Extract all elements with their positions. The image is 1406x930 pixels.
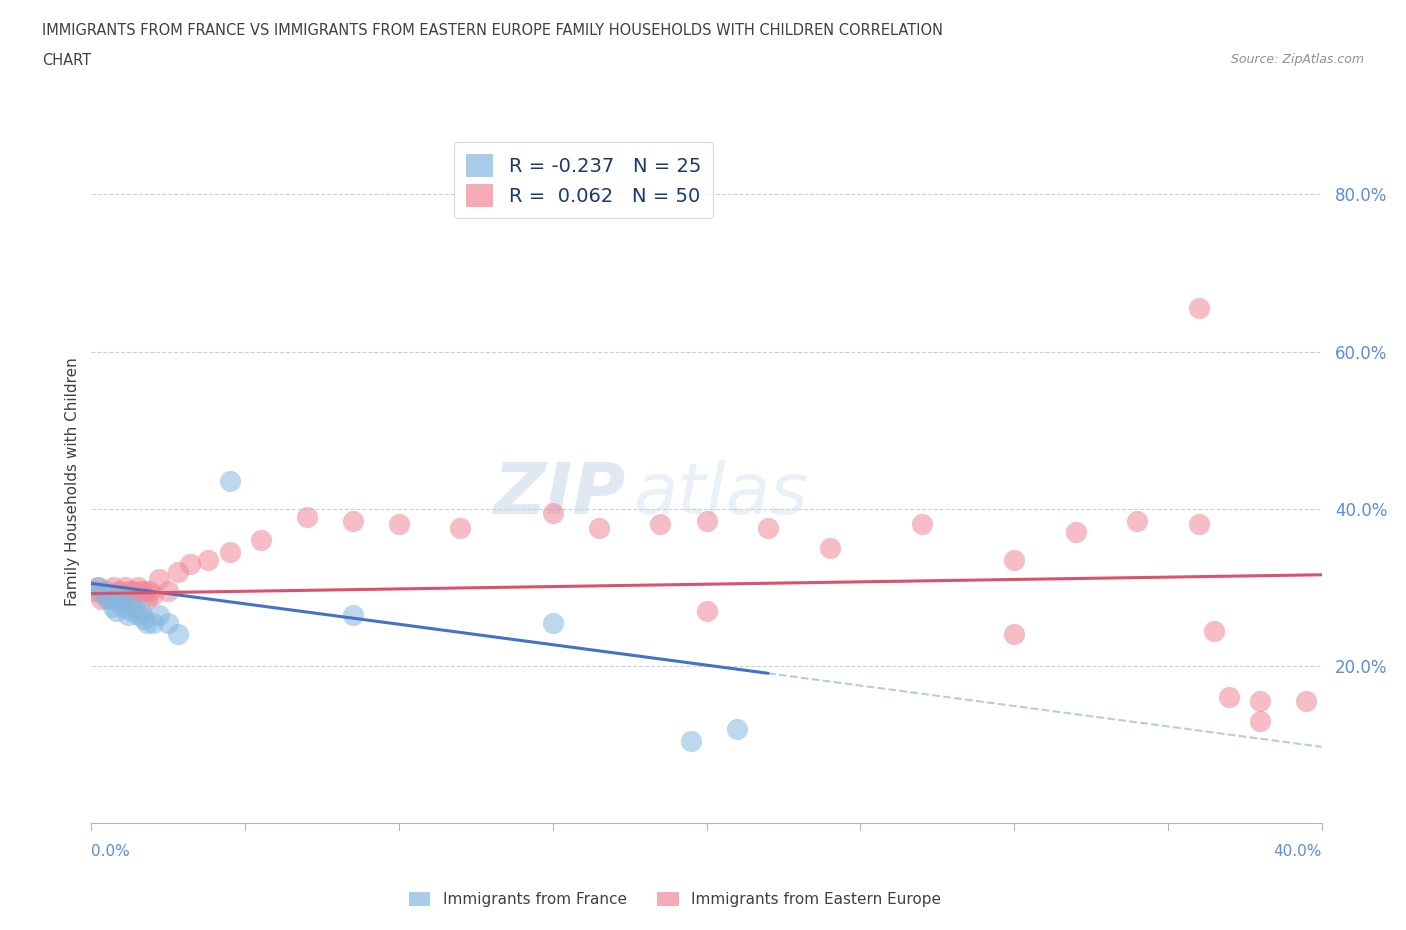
Point [108, 584, 131, 599]
Point [541, 616, 564, 631]
Point [1064, 525, 1087, 539]
Point [108, 595, 131, 610]
Point [249, 533, 271, 548]
Point [911, 517, 934, 532]
Point [96, 584, 118, 599]
Point [1295, 694, 1317, 709]
Point [1002, 552, 1025, 567]
Point [142, 616, 165, 631]
Point [725, 722, 748, 737]
Point [120, 591, 142, 606]
Legend: Immigrants from France, Immigrants from Eastern Europe: Immigrants from France, Immigrants from … [404, 885, 946, 913]
Point [127, 607, 149, 622]
Point [129, 604, 152, 618]
Point [117, 584, 139, 599]
Point [90, 584, 112, 599]
Point [166, 565, 188, 579]
Point [1002, 627, 1025, 642]
Point [139, 584, 162, 599]
Point [1187, 301, 1209, 316]
Legend: R = -0.237   N = 25, R =  0.062   N = 50: R = -0.237 N = 25, R = 0.062 N = 50 [454, 142, 713, 219]
Point [197, 552, 219, 567]
Point [696, 604, 718, 618]
Point [157, 584, 180, 599]
Point [86, 580, 108, 595]
Point [105, 604, 127, 618]
Point [114, 600, 136, 615]
Text: CHART: CHART [42, 53, 91, 68]
Point [218, 545, 240, 560]
Point [148, 572, 170, 587]
Point [111, 591, 134, 606]
Point [135, 616, 157, 631]
Point [342, 607, 364, 622]
Point [179, 556, 201, 571]
Point [342, 513, 364, 528]
Point [90, 591, 112, 606]
Point [681, 733, 703, 748]
Point [166, 627, 188, 642]
Point [117, 607, 139, 622]
Point [295, 510, 318, 525]
Point [1218, 690, 1240, 705]
Point [129, 584, 152, 599]
Text: ZIP: ZIP [495, 460, 627, 529]
Text: atlas: atlas [633, 460, 807, 529]
Point [114, 580, 136, 595]
Point [1249, 713, 1271, 728]
Point [142, 588, 165, 603]
Point [135, 591, 157, 606]
Text: 40.0%: 40.0% [1274, 844, 1322, 858]
Point [588, 521, 610, 536]
Point [818, 540, 841, 555]
Text: Source: ZipAtlas.com: Source: ZipAtlas.com [1230, 53, 1364, 66]
Point [541, 505, 564, 520]
Point [98, 591, 121, 606]
Point [83, 584, 105, 599]
Point [105, 588, 127, 603]
Point [111, 591, 134, 606]
Point [696, 513, 718, 528]
Point [756, 521, 779, 536]
Point [157, 616, 180, 631]
Point [101, 600, 124, 615]
Point [98, 588, 121, 603]
Text: IMMIGRANTS FROM FRANCE VS IMMIGRANTS FROM EASTERN EUROPE FAMILY HOUSEHOLDS WITH : IMMIGRANTS FROM FRANCE VS IMMIGRANTS FRO… [42, 23, 943, 38]
Point [388, 517, 411, 532]
Point [86, 580, 108, 595]
Point [124, 584, 146, 599]
Point [132, 611, 155, 626]
Point [650, 517, 672, 532]
Point [1187, 517, 1209, 532]
Text: 0.0%: 0.0% [91, 844, 131, 858]
Point [124, 600, 146, 615]
Point [449, 521, 471, 536]
Y-axis label: Family Households with Children: Family Households with Children [65, 357, 80, 605]
Point [218, 474, 240, 489]
Point [1249, 694, 1271, 709]
Point [127, 580, 149, 595]
Point [1202, 623, 1225, 638]
Point [1126, 513, 1149, 528]
Point [132, 584, 155, 599]
Point [96, 591, 118, 606]
Point [93, 588, 115, 603]
Point [101, 580, 124, 595]
Point [120, 604, 142, 618]
Point [148, 607, 170, 622]
